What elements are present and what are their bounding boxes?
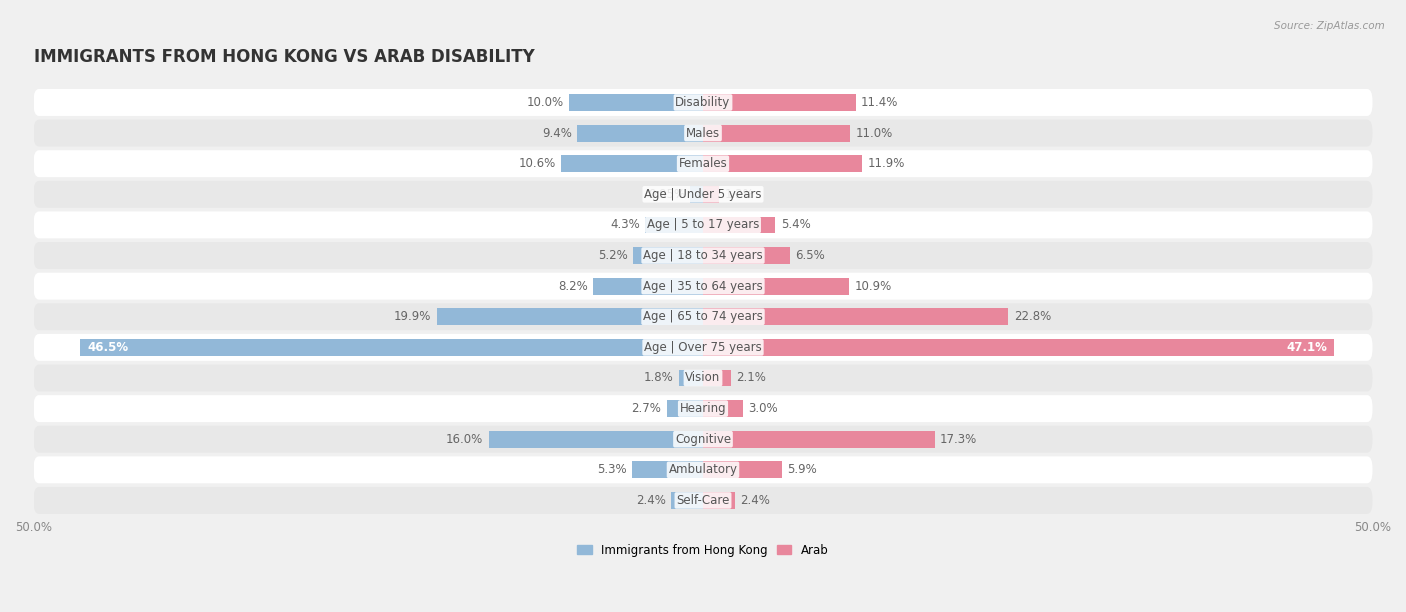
Bar	[703, 308, 1008, 325]
Bar	[633, 461, 703, 478]
Text: 16.0%: 16.0%	[446, 433, 484, 446]
FancyBboxPatch shape	[34, 212, 1372, 239]
Text: 2.7%: 2.7%	[631, 402, 661, 415]
Text: Age | 5 to 17 years: Age | 5 to 17 years	[647, 218, 759, 231]
Bar	[703, 400, 744, 417]
Bar	[703, 339, 1334, 356]
Text: Age | Over 75 years: Age | Over 75 years	[644, 341, 762, 354]
Text: 46.5%: 46.5%	[87, 341, 128, 354]
Bar	[671, 492, 703, 509]
Text: Age | Under 5 years: Age | Under 5 years	[644, 188, 762, 201]
Text: Males: Males	[686, 127, 720, 140]
Bar	[703, 492, 735, 509]
Legend: Immigrants from Hong Kong, Arab: Immigrants from Hong Kong, Arab	[572, 539, 834, 561]
FancyBboxPatch shape	[34, 457, 1372, 483]
Text: 19.9%: 19.9%	[394, 310, 432, 323]
Text: 11.0%: 11.0%	[856, 127, 893, 140]
Text: 22.8%: 22.8%	[1014, 310, 1050, 323]
Text: 11.4%: 11.4%	[860, 96, 898, 109]
Bar	[80, 339, 703, 356]
Text: Self-Care: Self-Care	[676, 494, 730, 507]
Text: Ambulatory: Ambulatory	[668, 463, 738, 476]
Text: 2.1%: 2.1%	[737, 371, 766, 384]
FancyBboxPatch shape	[34, 334, 1372, 361]
FancyBboxPatch shape	[34, 89, 1372, 116]
Text: 2.4%: 2.4%	[741, 494, 770, 507]
Text: 9.4%: 9.4%	[541, 127, 572, 140]
Text: 4.3%: 4.3%	[610, 218, 640, 231]
Bar	[703, 186, 718, 203]
Text: Females: Females	[679, 157, 727, 170]
Text: IMMIGRANTS FROM HONG KONG VS ARAB DISABILITY: IMMIGRANTS FROM HONG KONG VS ARAB DISABI…	[34, 48, 534, 65]
Text: 5.4%: 5.4%	[780, 218, 810, 231]
Text: Source: ZipAtlas.com: Source: ZipAtlas.com	[1274, 21, 1385, 31]
Bar	[703, 278, 849, 294]
Text: Age | 18 to 34 years: Age | 18 to 34 years	[643, 249, 763, 262]
Bar	[703, 125, 851, 141]
Bar	[679, 370, 703, 386]
Text: 3.0%: 3.0%	[748, 402, 778, 415]
FancyBboxPatch shape	[34, 181, 1372, 208]
Text: 1.2%: 1.2%	[724, 188, 754, 201]
Bar	[703, 155, 862, 172]
Bar	[645, 217, 703, 233]
Bar	[703, 431, 935, 447]
Bar	[593, 278, 703, 294]
Text: Hearing: Hearing	[679, 402, 727, 415]
FancyBboxPatch shape	[34, 487, 1372, 514]
Text: 5.3%: 5.3%	[598, 463, 627, 476]
Text: 5.2%: 5.2%	[599, 249, 628, 262]
Text: 10.9%: 10.9%	[855, 280, 891, 293]
Bar	[569, 94, 703, 111]
Bar	[690, 186, 703, 203]
Text: Cognitive: Cognitive	[675, 433, 731, 446]
Bar	[489, 431, 703, 447]
Text: Age | 35 to 64 years: Age | 35 to 64 years	[643, 280, 763, 293]
Text: Vision: Vision	[685, 371, 721, 384]
Text: 1.8%: 1.8%	[644, 371, 673, 384]
FancyBboxPatch shape	[34, 273, 1372, 300]
Bar	[703, 217, 775, 233]
FancyBboxPatch shape	[34, 395, 1372, 422]
Text: 10.0%: 10.0%	[527, 96, 564, 109]
FancyBboxPatch shape	[34, 242, 1372, 269]
Text: 6.5%: 6.5%	[796, 249, 825, 262]
Text: 0.95%: 0.95%	[648, 188, 685, 201]
Text: 10.6%: 10.6%	[519, 157, 555, 170]
Bar	[576, 125, 703, 141]
Bar	[561, 155, 703, 172]
FancyBboxPatch shape	[34, 119, 1372, 146]
Text: 2.4%: 2.4%	[636, 494, 665, 507]
Bar	[633, 247, 703, 264]
Bar	[703, 461, 782, 478]
Text: 11.9%: 11.9%	[868, 157, 905, 170]
Text: 5.9%: 5.9%	[787, 463, 817, 476]
FancyBboxPatch shape	[34, 150, 1372, 177]
Text: 8.2%: 8.2%	[558, 280, 588, 293]
Bar	[703, 94, 856, 111]
FancyBboxPatch shape	[34, 304, 1372, 330]
Bar	[666, 400, 703, 417]
Text: Disability: Disability	[675, 96, 731, 109]
Text: 17.3%: 17.3%	[941, 433, 977, 446]
Bar	[703, 247, 790, 264]
Bar	[703, 370, 731, 386]
Bar	[436, 308, 703, 325]
FancyBboxPatch shape	[34, 365, 1372, 392]
Text: 47.1%: 47.1%	[1286, 341, 1327, 354]
FancyBboxPatch shape	[34, 426, 1372, 453]
Text: Age | 65 to 74 years: Age | 65 to 74 years	[643, 310, 763, 323]
